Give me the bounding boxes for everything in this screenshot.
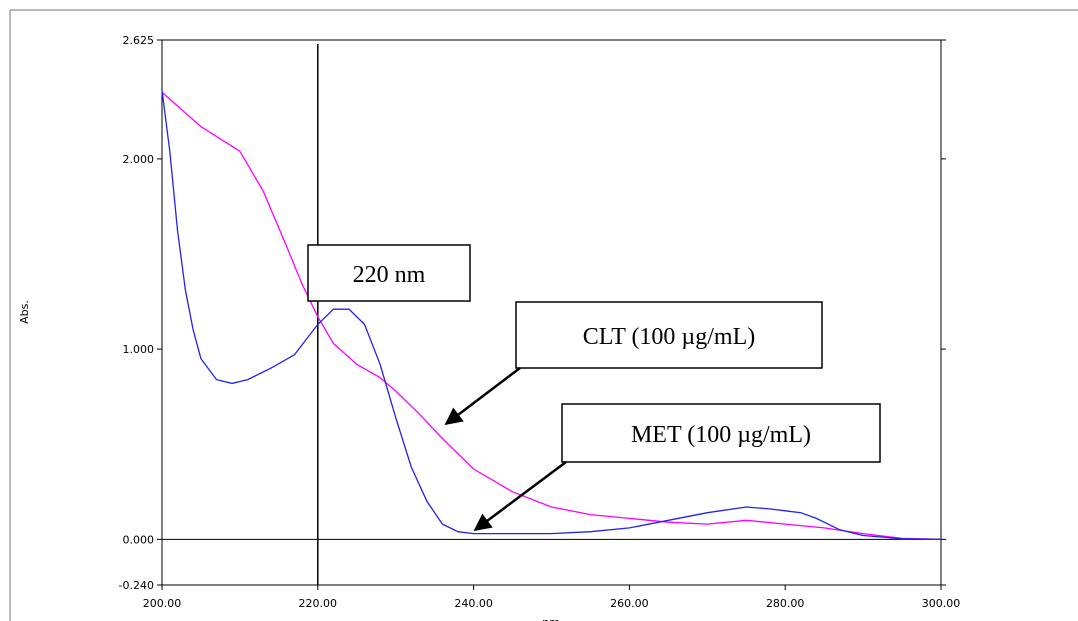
x-tick-label: 280.00 bbox=[766, 597, 805, 610]
series-line bbox=[161, 90, 942, 540]
x-tick-label: 260.00 bbox=[610, 597, 649, 610]
plot-frame bbox=[161, 39, 942, 586]
x-axis-label: nm bbox=[542, 616, 560, 621]
series-line bbox=[161, 91, 942, 540]
x-tick-label: 220.00 bbox=[299, 597, 338, 610]
annotation-box bbox=[515, 301, 823, 369]
y-tick-label: 1.000 bbox=[123, 343, 155, 356]
x-tick-label: 240.00 bbox=[454, 597, 493, 610]
annotation-arrow bbox=[444, 367, 521, 426]
annotation-text: MET (100 µg/mL) bbox=[631, 422, 811, 448]
x-tick-label: 200.00 bbox=[143, 597, 182, 610]
y-axis-label: Abs. bbox=[18, 300, 31, 324]
annotation-text: CLT (100 µg/mL) bbox=[583, 324, 756, 350]
x-tick-label: 300.00 bbox=[922, 597, 961, 610]
annotation-arrow bbox=[473, 460, 567, 532]
annotation-box bbox=[561, 403, 881, 463]
annotation-box bbox=[307, 244, 471, 302]
annotation-text: 220 nm bbox=[353, 262, 426, 288]
y-tick-label: 2.625 bbox=[123, 34, 155, 47]
y-tick-label: 2.000 bbox=[123, 153, 155, 166]
y-tick-label: 0.000 bbox=[123, 533, 155, 546]
y-tick-label: -0.240 bbox=[119, 579, 154, 592]
